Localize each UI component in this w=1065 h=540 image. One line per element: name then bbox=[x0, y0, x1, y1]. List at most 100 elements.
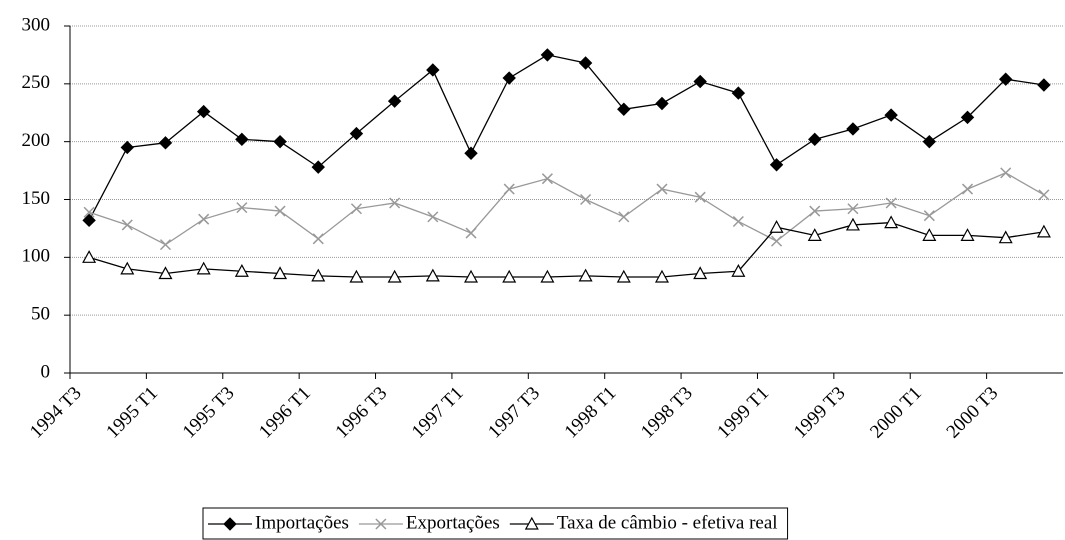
marker bbox=[159, 239, 172, 251]
marker bbox=[312, 233, 324, 245]
marker bbox=[884, 215, 899, 229]
marker bbox=[999, 72, 1013, 86]
y-tick-label: 250 bbox=[22, 72, 51, 93]
marker bbox=[350, 203, 362, 215]
x-tick-label: 1999 T1 bbox=[713, 383, 773, 443]
marker bbox=[580, 193, 592, 206]
legend-label: Importações bbox=[255, 512, 349, 533]
marker bbox=[234, 263, 249, 277]
marker bbox=[387, 94, 402, 108]
marker bbox=[427, 211, 439, 223]
marker bbox=[846, 122, 860, 136]
marker bbox=[524, 516, 539, 530]
marker bbox=[464, 269, 479, 283]
marker bbox=[923, 210, 935, 222]
marker bbox=[807, 228, 822, 241]
marker bbox=[922, 228, 937, 241]
marker bbox=[885, 197, 897, 209]
x-tick-label: 1996 T3 bbox=[331, 383, 391, 443]
marker bbox=[809, 205, 821, 217]
marker bbox=[693, 74, 707, 89]
x-tick-label: 1996 T1 bbox=[255, 383, 315, 443]
marker bbox=[732, 215, 744, 228]
x-tick-label: 1995 T1 bbox=[102, 383, 162, 443]
marker bbox=[502, 71, 516, 85]
series-line bbox=[88, 221, 1044, 278]
marker bbox=[464, 146, 478, 160]
marker bbox=[769, 220, 784, 233]
marker bbox=[998, 230, 1013, 244]
marker bbox=[274, 205, 286, 217]
y-tick-label: 300 bbox=[22, 14, 51, 35]
marker bbox=[120, 140, 134, 155]
y-tick-label: 200 bbox=[22, 130, 51, 151]
marker bbox=[884, 108, 898, 122]
y-tick-label: 150 bbox=[22, 188, 51, 209]
marker bbox=[845, 217, 860, 231]
marker bbox=[693, 266, 708, 280]
legend: Importações Exportações Taxa de câmbio - e… bbox=[202, 507, 789, 540]
marker bbox=[618, 211, 630, 223]
y-tick-label: 100 bbox=[22, 246, 51, 267]
marker bbox=[771, 235, 783, 247]
marker bbox=[922, 134, 937, 149]
marker bbox=[387, 269, 402, 283]
marker bbox=[223, 517, 237, 531]
marker bbox=[540, 269, 555, 283]
marker bbox=[465, 227, 477, 239]
marker bbox=[236, 202, 248, 214]
marker bbox=[960, 228, 975, 241]
x-tick-label: 1999 T3 bbox=[790, 383, 850, 443]
marker bbox=[426, 63, 440, 77]
x-tick-label: 1997 T3 bbox=[484, 383, 544, 443]
marker bbox=[158, 136, 173, 150]
marker bbox=[120, 261, 135, 275]
marker bbox=[960, 110, 975, 125]
x-tick-label: 1995 T3 bbox=[179, 383, 239, 443]
x-tick-label: 2000 T3 bbox=[943, 383, 1003, 443]
marker bbox=[1037, 78, 1051, 92]
marker bbox=[808, 132, 822, 147]
marker bbox=[694, 191, 706, 203]
marker bbox=[82, 250, 97, 263]
marker bbox=[617, 102, 631, 116]
marker bbox=[847, 203, 859, 215]
marker bbox=[1038, 189, 1050, 201]
marker bbox=[731, 263, 746, 277]
marker bbox=[349, 126, 364, 141]
marker bbox=[656, 183, 668, 195]
marker bbox=[273, 266, 288, 280]
x-tick-label: 2000 T1 bbox=[866, 383, 926, 443]
x-tick-label: 1998 T1 bbox=[561, 383, 621, 443]
marker bbox=[311, 160, 325, 174]
marker bbox=[389, 197, 401, 209]
marker bbox=[1036, 224, 1051, 238]
marker bbox=[578, 56, 593, 70]
marker bbox=[121, 219, 133, 231]
marker bbox=[198, 213, 210, 225]
marker bbox=[311, 268, 326, 282]
legend-label: Exportações bbox=[406, 512, 500, 533]
marker bbox=[349, 269, 364, 283]
legend-label: Taxa de câmbio - efetiva real bbox=[557, 512, 778, 533]
marker bbox=[82, 213, 96, 228]
marker bbox=[540, 48, 555, 62]
marker bbox=[503, 183, 515, 195]
marker bbox=[235, 132, 249, 147]
marker bbox=[375, 518, 387, 530]
series-line bbox=[88, 172, 1045, 246]
marker bbox=[83, 206, 95, 218]
marker bbox=[158, 266, 173, 280]
marker bbox=[196, 261, 211, 275]
marker bbox=[654, 269, 669, 283]
marker bbox=[1000, 167, 1012, 179]
marker bbox=[425, 268, 440, 282]
marker bbox=[502, 269, 517, 283]
marker bbox=[731, 86, 746, 100]
marker bbox=[541, 173, 553, 185]
marker bbox=[655, 96, 669, 111]
marker bbox=[616, 269, 631, 283]
marker bbox=[769, 158, 784, 172]
marker bbox=[961, 183, 974, 195]
